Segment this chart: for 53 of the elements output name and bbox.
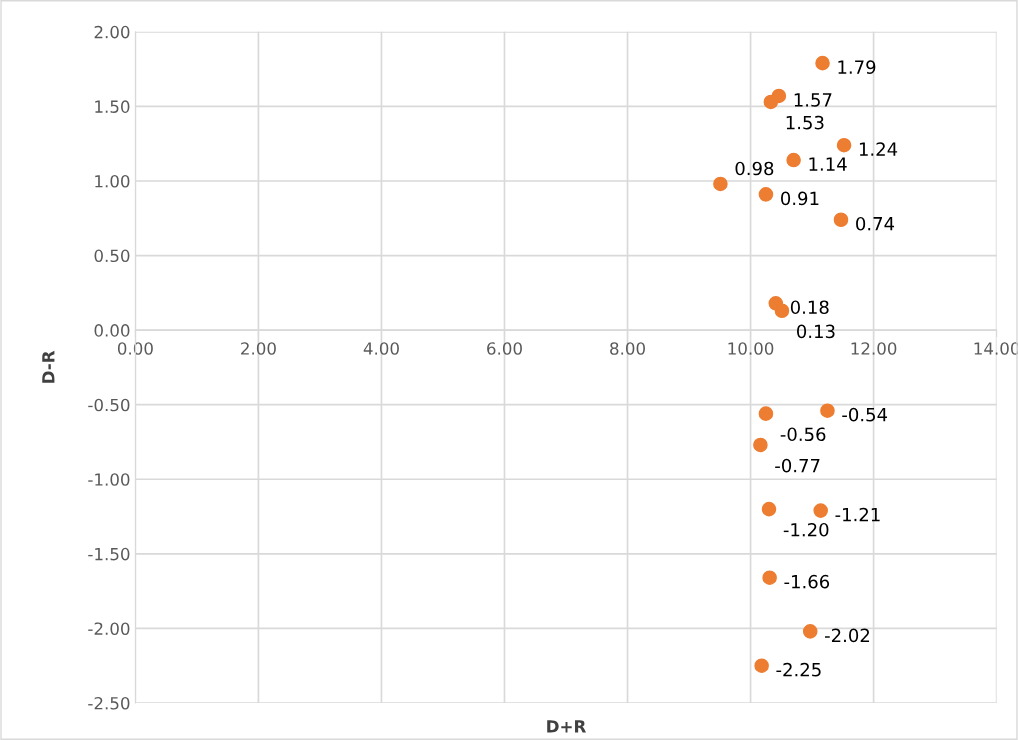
x-tick-label: 10.00 [728, 342, 774, 355]
point [762, 570, 777, 585]
point [758, 406, 774, 421]
point [833, 212, 849, 228]
data-label: -1.66 [784, 574, 830, 589]
y-tick-label: -1.00 [88, 473, 130, 486]
x-axis-title: D+R [547, 720, 586, 733]
data-label: -0.77 [775, 458, 820, 473]
point [815, 55, 830, 71]
data-label: 1.24 [859, 142, 898, 156]
x-tick-label: 8.00 [610, 342, 645, 355]
x-tick-label: 0.00 [117, 342, 153, 355]
point [761, 501, 777, 517]
point [820, 403, 835, 418]
y-tick-label: 2.00 [94, 25, 130, 39]
data-label: 1.79 [838, 60, 876, 74]
y-tick-label: 1.50 [95, 100, 130, 113]
y-tick-label: 1.00 [95, 174, 130, 188]
data-label: -2.02 [825, 628, 870, 643]
point [754, 658, 769, 673]
data-label: 1.57 [794, 93, 832, 107]
data-label: -1.21 [835, 507, 880, 522]
data-label: 0.91 [781, 191, 819, 206]
y-tick-label: -0.50 [88, 398, 130, 412]
x-tick-label: 4.00 [363, 342, 399, 355]
point [786, 152, 801, 168]
data-label: -2.25 [776, 662, 821, 677]
y-tick-label: -2.00 [88, 622, 130, 635]
point [753, 437, 768, 453]
data-label: 1.53 [786, 115, 824, 130]
data-label: 0.18 [790, 300, 829, 315]
data-label: -0.54 [842, 407, 888, 422]
y-tick-label: 0.50 [94, 249, 130, 263]
data-label: -0.56 [780, 427, 826, 442]
data-label: -1.20 [783, 522, 829, 537]
y-axis-title: D-R [42, 350, 55, 383]
x-tick-label: 12.00 [851, 342, 897, 355]
point [758, 187, 774, 202]
y-tick-label: -2.50 [88, 696, 130, 710]
x-tick-label: 2.00 [241, 342, 276, 355]
data-label: 0.98 [735, 161, 774, 176]
x-tick-label: 6.00 [487, 342, 522, 355]
data-label: 0.13 [797, 324, 835, 339]
point [763, 94, 779, 110]
point [774, 303, 790, 319]
data-label: 1.14 [809, 157, 847, 171]
point [713, 176, 728, 192]
point [813, 503, 828, 518]
data-label: 0.74 [856, 216, 895, 231]
point [836, 137, 852, 153]
y-tick-label: -1.50 [88, 547, 130, 561]
y-tick-label: 0.00 [94, 324, 130, 337]
point [802, 624, 818, 639]
